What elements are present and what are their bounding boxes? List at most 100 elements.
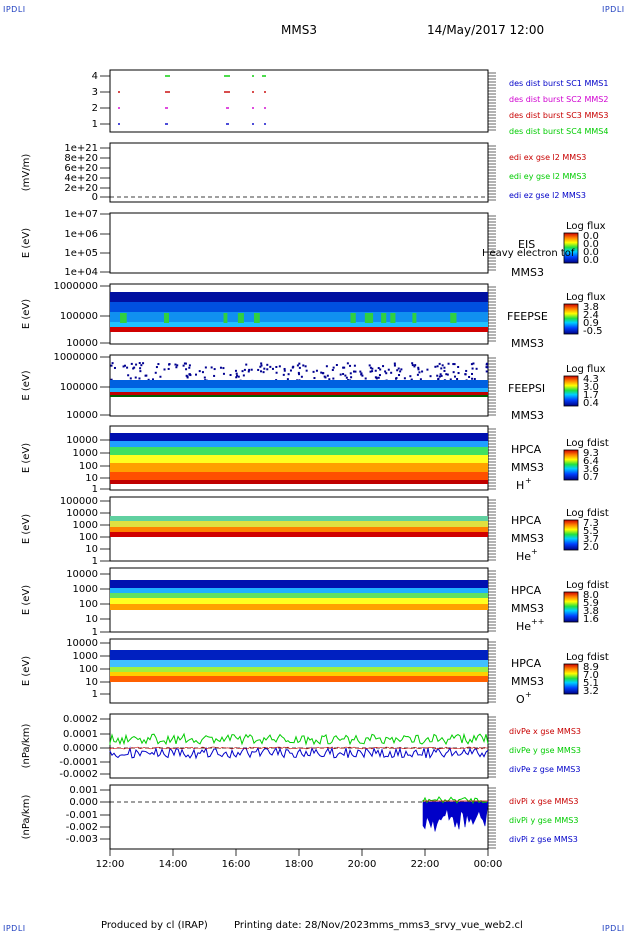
y-tick-label: -0.0001 [59, 757, 98, 768]
colorbar-title: Log fdist [566, 508, 609, 519]
spectrogram-speck [129, 377, 132, 380]
spectrogram-band [110, 312, 488, 322]
spectrogram-speck [174, 363, 177, 366]
legend-entry: edi ey gse l2 MMS3 [509, 172, 587, 181]
spectrogram-speck [188, 364, 191, 367]
spectrogram-speck [453, 363, 456, 366]
colorbar-tick-label: 3.8 [583, 302, 599, 313]
spectrogram-band [110, 447, 488, 455]
y-tick-label: 0 [92, 192, 98, 203]
spectrogram-speck [282, 373, 285, 376]
spectrogram-speck [403, 377, 406, 380]
instrument-label: FEEPSI [508, 382, 545, 395]
x-tick-label: 18:00 [285, 859, 314, 870]
spectrogram-speck [185, 368, 188, 371]
spectrogram-speck [486, 362, 489, 365]
series-line-divpe-z [109, 746, 489, 760]
spectrogram-speck [378, 374, 381, 377]
spectrogram-speck [283, 367, 286, 370]
spectrogram-speck [147, 378, 150, 381]
spectrogram-speck [438, 362, 441, 365]
spectrogram-speck [418, 371, 421, 374]
colorbar-tick-label: 0.0 [583, 247, 599, 258]
y-tick-label: 1000 [73, 448, 98, 459]
spectrogram-speck [140, 364, 143, 367]
spectrogram-speck [263, 367, 266, 370]
spectrogram-speck [390, 371, 393, 374]
overlay-label: Heavy electron tof [482, 248, 575, 259]
spectrogram-speck [126, 366, 129, 369]
spectrogram-speck [426, 368, 429, 371]
spectrogram-speck [429, 375, 432, 378]
spectrogram-speck [379, 368, 382, 371]
y-axis-label: E (eV) [21, 443, 32, 473]
spectrogram-speck [436, 374, 439, 377]
spectrogram-speck [175, 366, 178, 369]
spectrogram-band [110, 521, 488, 527]
spectrogram-speck [315, 369, 318, 372]
spectrogram-speck [393, 362, 396, 365]
y-tick-label: 0.001 [69, 785, 98, 796]
spectrogram-band [110, 302, 488, 312]
spectrogram-speck [394, 377, 397, 380]
spectrogram-speck [398, 374, 401, 377]
spectrogram-speck [168, 363, 171, 366]
spectrogram-speck [486, 366, 489, 369]
spectrogram-band [110, 667, 488, 672]
spectrogram-speck [298, 373, 301, 376]
spectrogram-speck [312, 370, 315, 373]
spectrogram-speck [222, 372, 225, 375]
spectrogram-speck [154, 371, 157, 374]
colorbar-title: Log flux [566, 364, 606, 375]
spectrogram-speck [377, 376, 380, 379]
spectrogram-speck [441, 364, 444, 367]
spectrogram-speck [468, 375, 471, 378]
spectrogram-patch [237, 313, 244, 323]
colorbar-tick-label: 5.1 [583, 678, 599, 689]
colorbar [563, 663, 579, 695]
spectrogram-speck [122, 365, 125, 368]
spectrogram-speck [457, 365, 460, 368]
colorbar-title: Log flux [566, 292, 606, 303]
y-tick-label: 0.000 [69, 797, 98, 808]
spectrogram-band [110, 472, 488, 480]
spectrogram-speck [471, 372, 474, 375]
instrument-label: FEEPSE [507, 310, 548, 323]
spectrogram-speck [443, 369, 446, 372]
legend-entry: edi ex gse l2 MMS3 [509, 153, 586, 162]
species-charge: + [525, 690, 532, 699]
spectrogram-speck [269, 365, 272, 368]
spectrogram-speck [369, 370, 372, 373]
spectrogram-speck [470, 363, 473, 366]
spectrogram-speck [419, 378, 422, 381]
y-tick-label: 100000 [60, 496, 98, 507]
spectrogram-speck [471, 377, 474, 380]
spectrogram-patch [381, 313, 387, 323]
spectrogram-speck [320, 371, 323, 374]
instrument-label: HPCA [511, 584, 542, 597]
x-tick-label: 16:00 [222, 859, 251, 870]
y-tick-label: 1 [92, 119, 98, 130]
spectrogram-speck [456, 378, 459, 381]
y-tick-label: 0.0002 [63, 714, 98, 725]
spectrogram-speck [243, 368, 246, 371]
spectrogram-speck [472, 362, 475, 365]
spectrogram-band [110, 392, 488, 395]
spectrogram-speck [245, 363, 248, 366]
y-tick-label: 100 [79, 664, 98, 675]
spectrogram-band [110, 527, 488, 532]
spectrogram-speck [396, 369, 399, 372]
spectrogram-speck [409, 375, 412, 378]
y-tick-label: 10000 [66, 508, 98, 519]
colorbar [563, 519, 579, 551]
colorbar-tick-label: 1.6 [583, 614, 599, 625]
spectrogram-speck [414, 364, 417, 367]
y-axis-label: E (eV) [21, 299, 32, 329]
corner-label-top-right: IPDLI [602, 5, 625, 14]
spectrogram-speck [138, 377, 141, 380]
spectrogram-speck [159, 375, 162, 378]
legend-entry: divPi x gse MMS3 [509, 797, 578, 806]
spectrogram-speck [260, 370, 263, 373]
instrument-label: MMS3 [511, 461, 544, 474]
instrument-label: HPCA [511, 657, 542, 670]
